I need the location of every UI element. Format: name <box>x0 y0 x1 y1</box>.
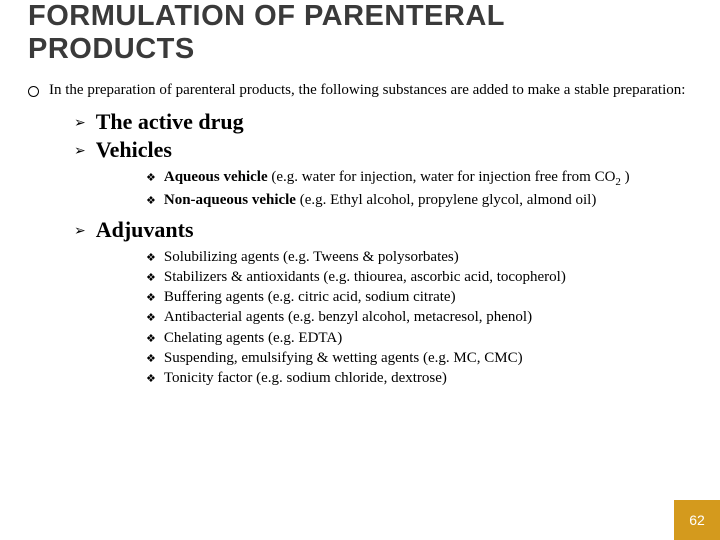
diamond-bullet-icon: ❖ <box>146 311 156 326</box>
diamond-bullet-icon: ❖ <box>146 352 156 367</box>
l2-suspending: ❖ Suspending, emulsifying & wetting agen… <box>146 348 692 368</box>
diamond-bullet-icon: ❖ <box>146 171 156 186</box>
l2-chelating: ❖ Chelating agents (e.g. EDTA) <box>146 328 692 348</box>
diamond-bullet-icon: ❖ <box>146 271 156 286</box>
l2-text: Solubilizing agents (e.g. Tweens & polys… <box>164 247 459 267</box>
page-number: 62 <box>689 512 705 528</box>
text: (e.g. water for injection, water for inj… <box>268 169 616 185</box>
l2-tonicity: ❖ Tonicity factor (e.g. sodium chloride,… <box>146 368 692 388</box>
l2-buffering: ❖ Buffering agents (e.g. citric acid, so… <box>146 287 692 307</box>
l2-solubilizing: ❖ Solubilizing agents (e.g. Tweens & pol… <box>146 247 692 267</box>
intro-text: In the preparation of parenteral product… <box>49 81 685 100</box>
bold-text: Non-aqueous vehicle <box>164 192 296 208</box>
l2-aqueous: ❖ Aqueous vehicle (e.g. water for inject… <box>146 167 692 190</box>
arrow-bullet-icon: ➢ <box>74 222 86 239</box>
l2-stabilizers: ❖ Stabilizers & antioxidants (e.g. thiou… <box>146 267 692 287</box>
l2-antibacterial: ❖ Antibacterial agents (e.g. benzyl alco… <box>146 307 692 327</box>
l2-nonaqueous: ❖ Non-aqueous vehicle (e.g. Ethyl alcoho… <box>146 190 692 210</box>
circle-bullet-icon <box>28 86 39 97</box>
l1-vehicles: ➢ Vehicles <box>74 137 692 163</box>
text: ) <box>621 169 630 185</box>
l2-text: Tonicity factor (e.g. sodium chloride, d… <box>164 368 447 388</box>
slide: FORMULATION OF PARENTERAL PRODUCTS In th… <box>0 0 720 540</box>
l2-text: Chelating agents (e.g. EDTA) <box>164 328 342 348</box>
intro-row: In the preparation of parenteral product… <box>28 81 692 100</box>
l2-text: Suspending, emulsifying & wetting agents… <box>164 348 523 368</box>
l2-text: Stabilizers & antioxidants (e.g. thioure… <box>164 267 566 287</box>
l1-label: The active drug <box>96 109 244 135</box>
l2-text: Buffering agents (e.g. citric acid, sodi… <box>164 287 456 307</box>
diamond-bullet-icon: ❖ <box>146 372 156 387</box>
l2-text: Antibacterial agents (e.g. benzyl alcoho… <box>164 307 532 327</box>
arrow-bullet-icon: ➢ <box>74 114 86 131</box>
adjuvants-sublist: ❖ Solubilizing agents (e.g. Tweens & pol… <box>146 247 692 389</box>
title-line-2: PRODUCTS <box>28 33 195 65</box>
l2-text: Aqueous vehicle (e.g. water for injectio… <box>164 167 630 190</box>
l1-label: Adjuvants <box>96 217 194 243</box>
diamond-bullet-icon: ❖ <box>146 332 156 347</box>
page-number-badge: 62 <box>674 500 720 540</box>
l1-active-drug: ➢ The active drug <box>74 109 692 135</box>
diamond-bullet-icon: ❖ <box>146 194 156 209</box>
diamond-bullet-icon: ❖ <box>146 291 156 306</box>
level1-list: ➢ The active drug ➢ Vehicles ❖ Aqueous v… <box>74 109 692 388</box>
bold-text: Aqueous vehicle <box>164 169 268 185</box>
vehicles-sublist: ❖ Aqueous vehicle (e.g. water for inject… <box>146 167 692 210</box>
l1-label: Vehicles <box>96 137 172 163</box>
diamond-bullet-icon: ❖ <box>146 251 156 266</box>
l2-text: Non-aqueous vehicle (e.g. Ethyl alcohol,… <box>164 190 596 210</box>
text: (e.g. Ethyl alcohol, propylene glycol, a… <box>296 192 596 208</box>
arrow-bullet-icon: ➢ <box>74 142 86 159</box>
slide-title: FORMULATION OF PARENTERAL PRODUCTS <box>28 0 692 67</box>
l1-adjuvants: ➢ Adjuvants <box>74 217 692 243</box>
title-line-1: FORMULATION OF PARENTERAL <box>28 0 505 32</box>
